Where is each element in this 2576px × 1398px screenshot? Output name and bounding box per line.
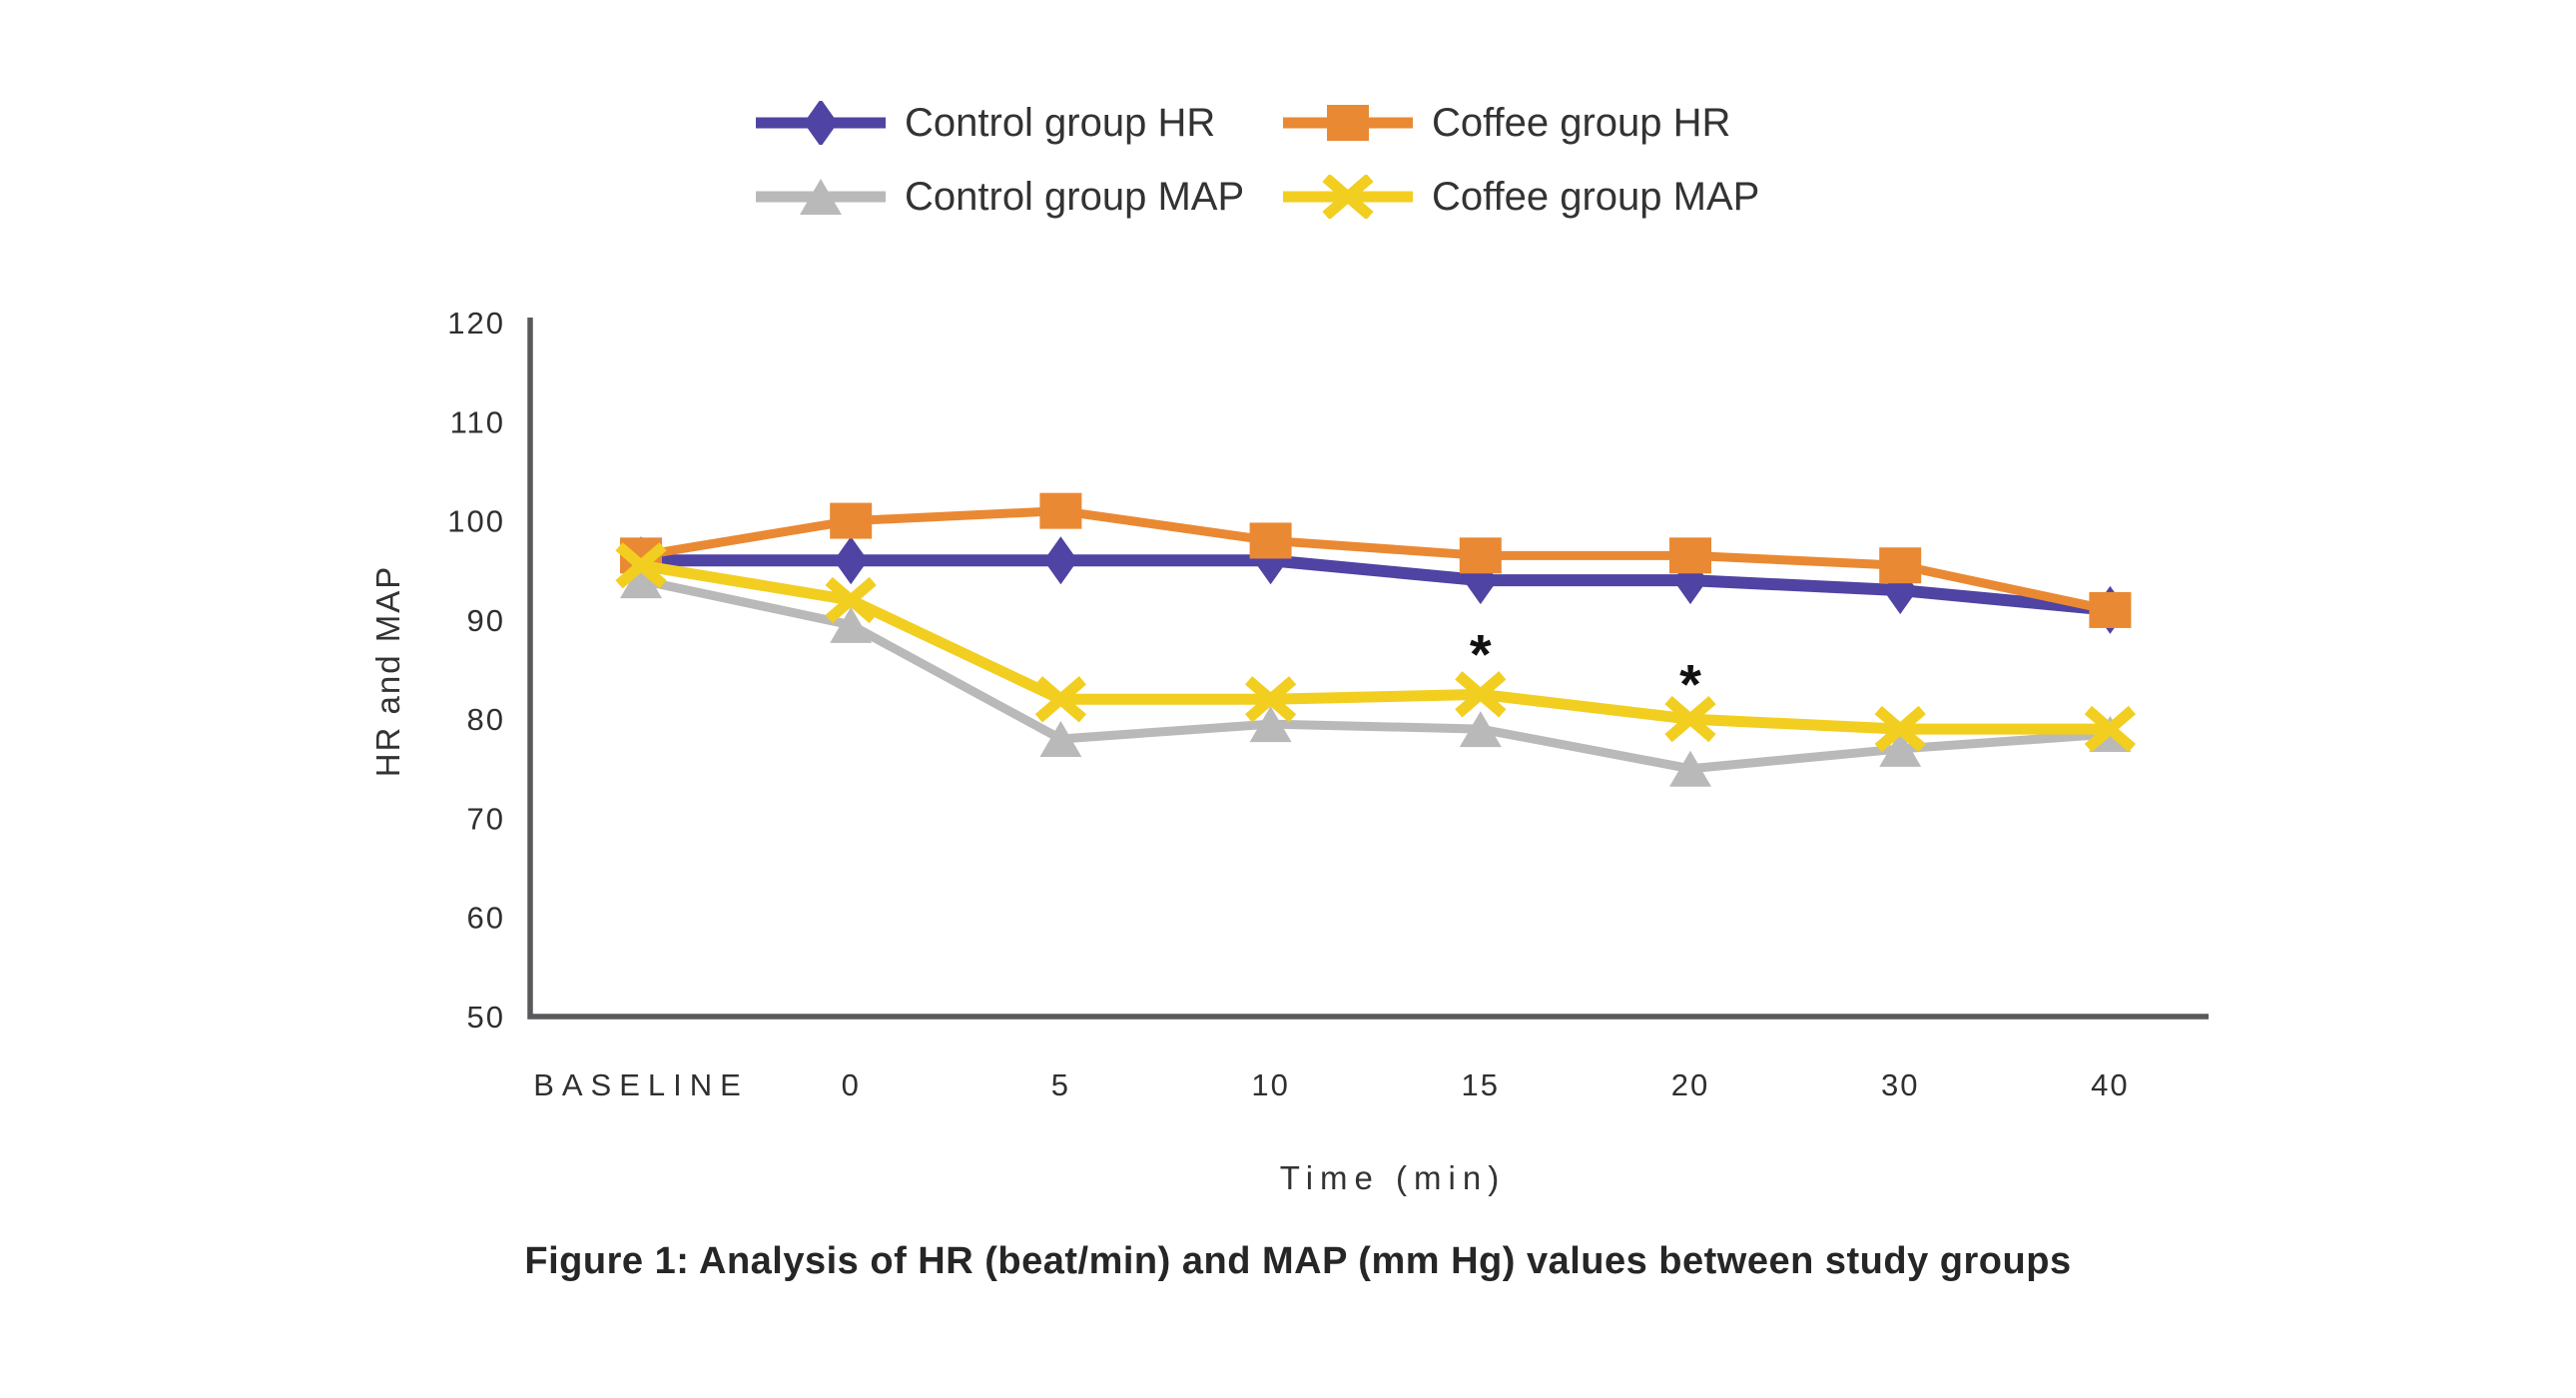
marker-control-group-map [830,606,873,643]
legend-label-coffee-group-hr: Coffee group HR [1432,101,1731,145]
y-tick-label: 110 [450,404,505,439]
figure-caption: Figure 1: Analysis of HR (beat/min) and … [524,1240,2072,1282]
marker-control-group-map [1039,721,1082,757]
series-line-coffee-group-map [640,559,2111,735]
legend-marker-shape [800,179,842,215]
series-line-control-group-hr [641,554,2111,616]
control-group-map-triangle-marker-icon [756,179,886,215]
marker-control-group-map [1669,750,1711,787]
legend-item-coffee-group-map: Coffee group MAP [1283,175,1759,219]
x-tick-label: 15 [1462,1067,1500,1102]
marker-coffee-group-map [825,576,877,624]
y-tick-label: 80 [467,702,505,737]
marker-coffee-group-map [1664,695,1716,743]
coffee-group-map-x-marker-icon [1283,175,1413,219]
marker-coffee-group-hr [1459,537,1502,574]
y-tick-label: 60 [467,901,505,936]
legend-label-coffee-group-map: Coffee group MAP [1432,175,1760,219]
series-line-control-group-map [640,575,2111,774]
marker-coffee-group-hr [1039,492,1082,529]
coffee-group-hr-square-marker-icon [1283,105,1413,141]
marker-coffee-group-hr [1669,537,1711,574]
y-tick-label: 90 [467,603,505,638]
x-axis-title: Time (min) [1280,1159,1506,1196]
x-tick-label: 10 [1251,1067,1289,1102]
series-coffee-group-map [615,542,2136,753]
significance-asterisk: * [1679,652,1701,715]
x-tick-label: 0 [842,1067,861,1102]
marker-control-group-hr [834,536,869,585]
significance-asterisk: * [1470,623,1492,686]
chart-legend: Control group HR Coffee group HR Control… [0,0,2576,260]
marker-control-group-map [1879,730,1922,767]
legend-item-control-group-hr: Control group HR [756,101,1215,145]
y-tick-label: 50 [467,1000,505,1035]
legend-item-control-group-map: Control group MAP [756,175,1244,219]
x-tick-label: BASELINE [533,1067,749,1102]
x-tick-label: 40 [2091,1067,2129,1102]
series-line-coffee-group-hr [640,506,2112,615]
control-group-hr-diamond-marker-icon [756,101,886,145]
axis-lines [527,318,2209,1020]
y-tick-label: 100 [447,504,505,539]
x-tick-label: 30 [1881,1067,1919,1102]
x-tick-label: 20 [1671,1067,1709,1102]
marker-control-group-map [620,562,662,599]
marker-control-group-map [1249,706,1292,743]
marker-coffee-group-hr [1249,522,1292,559]
marker-coffee-group-map [1245,676,1297,723]
legend-marker-shape [804,101,838,145]
legend-label-control-group-hr: Control group HR [905,101,1216,145]
marker-coffee-group-map [1034,676,1086,723]
marker-control-group-map [1459,711,1502,748]
legend-marker-shape [1322,175,1374,219]
marker-coffee-group-map [2084,705,2136,753]
marker-coffee-group-hr [830,502,873,539]
marker-control-group-hr [1043,536,1078,585]
marker-coffee-group-hr [1879,547,1922,584]
y-tick-label: 120 [447,306,505,341]
marker-coffee-group-map [615,542,667,589]
legend-item-coffee-group-hr: Coffee group HR [1283,101,1730,145]
marker-coffee-group-hr [2089,591,2132,628]
marker-coffee-group-map [1874,705,1926,753]
y-tick-label: 70 [467,801,505,836]
x-tick-label: 5 [1051,1067,1070,1102]
marker-coffee-group-map [1455,671,1507,718]
y-axis-title: HR and MAP [369,565,406,778]
legend-label-control-group-map: Control group MAP [905,175,1245,219]
legend-marker-shape [1327,105,1369,141]
